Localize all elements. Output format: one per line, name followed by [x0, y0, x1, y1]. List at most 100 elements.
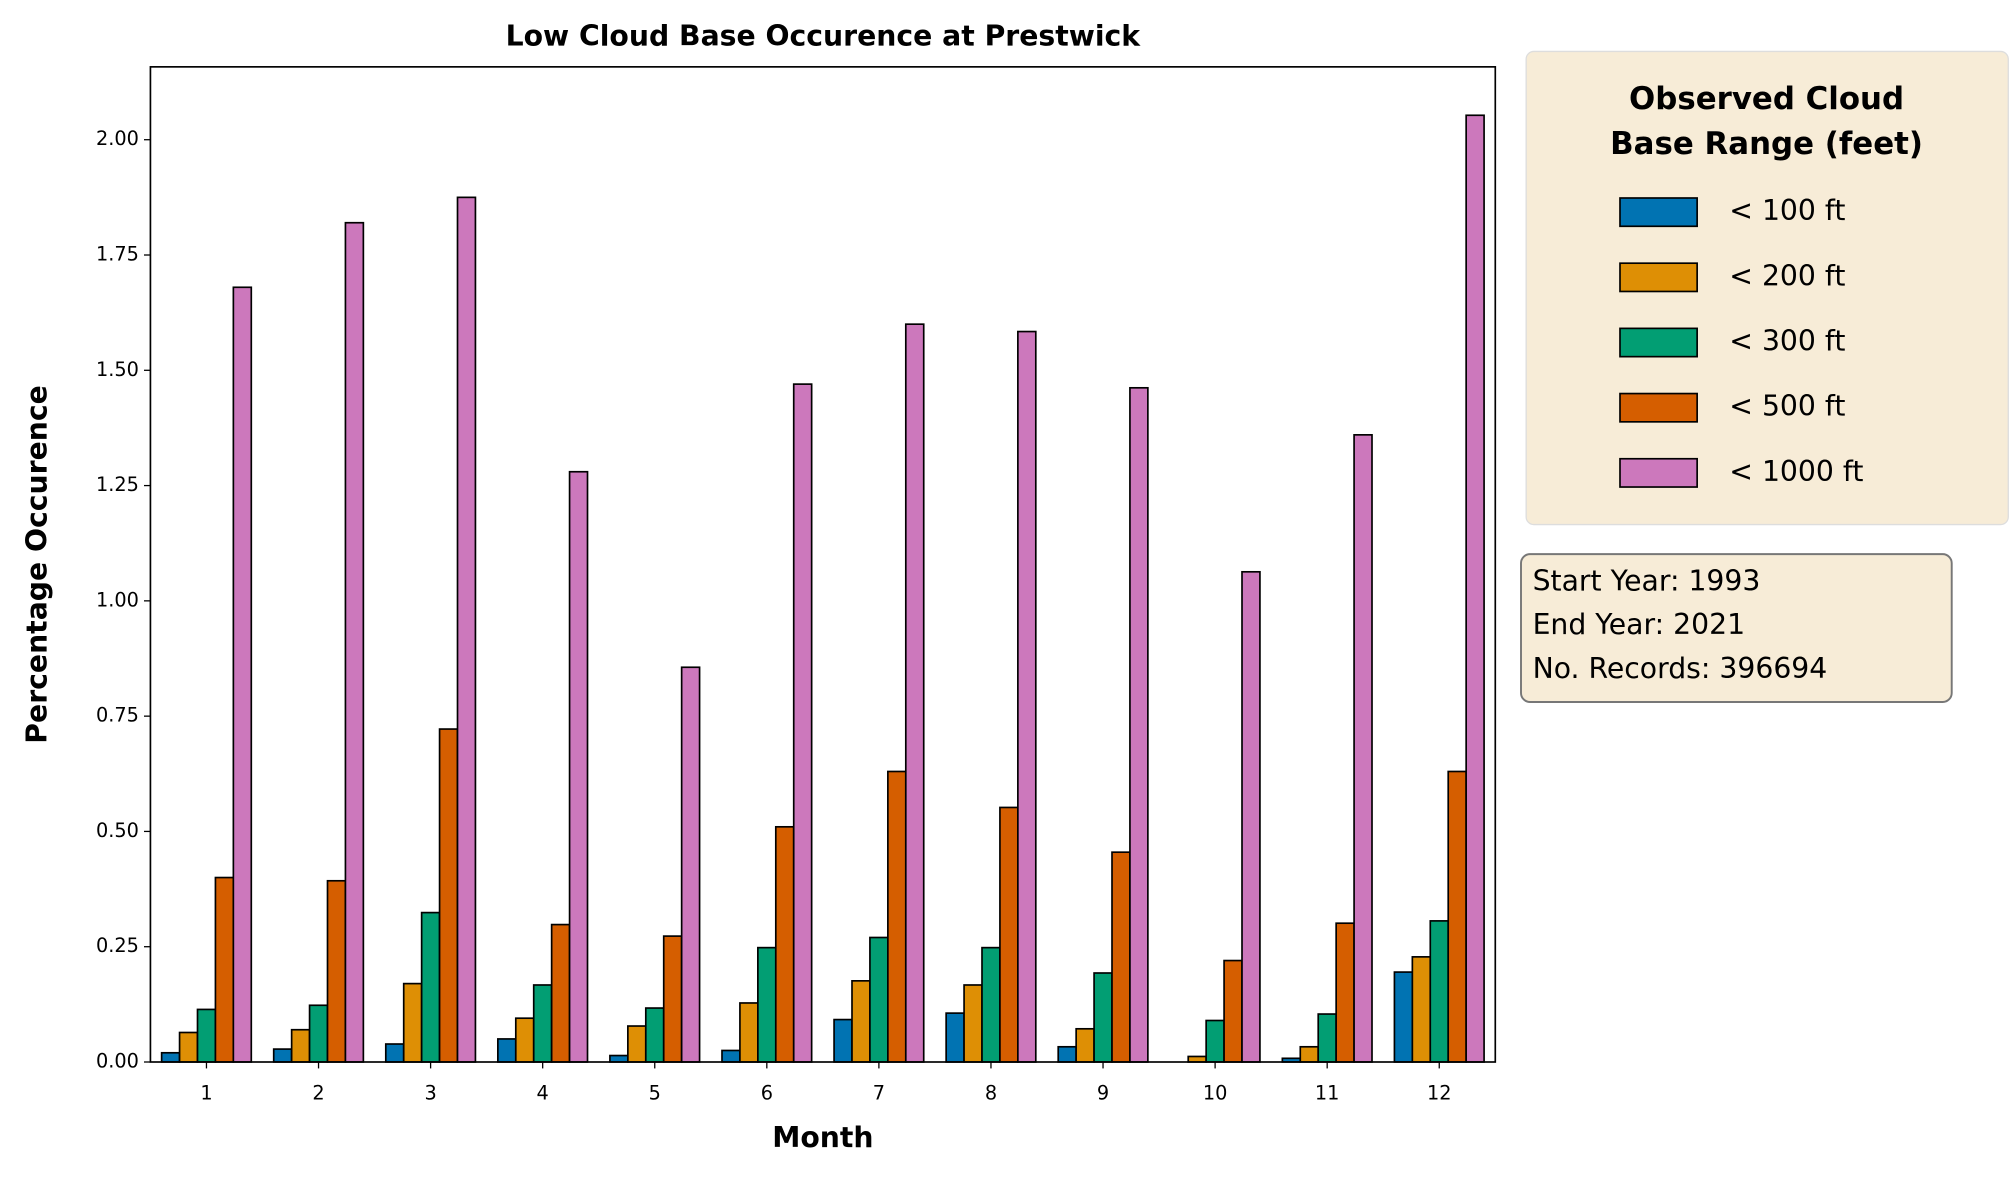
y-tick-label: 0.50	[96, 819, 139, 842]
bar	[644, 1007, 665, 1063]
bar	[774, 825, 795, 1063]
x-tick-label: 3	[424, 1082, 436, 1105]
legend-label: < 500 ft	[1729, 390, 1845, 423]
y-tick-label: 1.50	[96, 358, 139, 381]
chart-title: Low Cloud Base Occurence at Prestwick	[506, 19, 1142, 52]
bar	[1447, 770, 1467, 1063]
bar	[662, 935, 683, 1063]
bar	[456, 196, 477, 1063]
bar	[1129, 386, 1149, 1063]
bar	[497, 1038, 517, 1063]
bar	[344, 221, 365, 1063]
bar	[904, 323, 925, 1063]
bar	[887, 770, 907, 1063]
bar	[1393, 971, 1414, 1063]
annotation: End Year: 2021	[1533, 608, 1746, 641]
bar	[869, 936, 889, 1063]
x-axis-label: Month	[772, 1121, 873, 1154]
x-tick-label: 10	[1203, 1082, 1228, 1105]
x-tick-label: 12	[1427, 1082, 1452, 1105]
bar	[1111, 851, 1131, 1063]
x-tick-label: 8	[985, 1082, 997, 1105]
bar	[833, 1018, 853, 1063]
x-tick-label: 5	[649, 1082, 661, 1105]
x-tick-label: 7	[873, 1082, 885, 1105]
y-tick-label: 1.25	[96, 473, 139, 496]
bar	[1205, 1019, 1225, 1063]
legend-label: < 100 ft	[1729, 194, 1845, 227]
bar	[438, 728, 459, 1063]
y-tick-label: 0.75	[96, 704, 139, 727]
bar	[609, 1054, 629, 1063]
bar	[999, 806, 1019, 1063]
x-tick-label: 4	[537, 1082, 549, 1105]
x-tick-label: 11	[1315, 1082, 1340, 1105]
legend-swatch	[1619, 392, 1698, 423]
x-tick-label: 9	[1097, 1082, 1109, 1105]
bar	[532, 984, 553, 1063]
bar	[1093, 972, 1113, 1063]
bar	[384, 1043, 405, 1063]
bar	[945, 1012, 965, 1063]
y-tick-label: 0.00	[96, 1050, 139, 1073]
x-tick-label: 6	[761, 1082, 773, 1105]
plot-frame	[149, 66, 1497, 1063]
legend-title: Observed Cloud	[1629, 81, 1904, 117]
bar	[1075, 1027, 1095, 1063]
bar	[1411, 956, 1432, 1063]
bar	[721, 1049, 741, 1063]
bar	[420, 911, 441, 1063]
bar	[1335, 922, 1355, 1063]
legend-title: Base Range (feet)	[1610, 126, 1923, 162]
bar	[402, 982, 423, 1063]
legend-swatch	[1619, 197, 1698, 228]
legend-label: < 200 ft	[1729, 259, 1845, 292]
y-tick-label: 1.00	[96, 588, 139, 611]
bar	[1017, 330, 1037, 1063]
bar	[232, 286, 253, 1063]
bar	[792, 383, 813, 1063]
bar	[1057, 1045, 1077, 1063]
bar	[308, 1004, 329, 1063]
legend-swatch	[1619, 457, 1698, 488]
bar	[1429, 920, 1450, 1063]
legend-swatch	[1619, 327, 1698, 358]
bar	[272, 1048, 293, 1063]
y-tick-label: 0.25	[96, 934, 139, 957]
bar	[178, 1031, 199, 1063]
annotation: No. Records: 396694	[1533, 652, 1828, 685]
bar	[963, 984, 983, 1063]
x-tick-label: 2	[312, 1082, 324, 1105]
bar	[680, 666, 701, 1063]
legend-label: < 300 ft	[1729, 325, 1845, 358]
y-tick-label: 1.75	[96, 243, 139, 266]
legend-label: < 1000 ft	[1729, 455, 1863, 488]
bar	[851, 980, 871, 1063]
x-tick-label: 1	[200, 1082, 212, 1105]
bar	[1223, 959, 1243, 1063]
bar	[1465, 114, 1485, 1063]
bar	[160, 1051, 181, 1063]
bar	[290, 1028, 311, 1063]
bar	[739, 1002, 759, 1063]
bar	[326, 879, 347, 1063]
bar	[1299, 1045, 1320, 1063]
bar	[196, 1008, 217, 1063]
bar	[514, 1017, 535, 1063]
y-tick-label: 2.00	[96, 127, 139, 150]
bar	[214, 876, 235, 1063]
bar	[1353, 434, 1373, 1063]
bar	[627, 1025, 647, 1063]
legend-swatch	[1619, 262, 1698, 293]
bar	[568, 470, 589, 1063]
annotation: Start Year: 1993	[1533, 564, 1761, 597]
info-box	[1520, 553, 1953, 703]
bar	[757, 946, 777, 1063]
bar	[981, 946, 1001, 1063]
bar	[550, 923, 571, 1063]
bar	[1317, 1013, 1337, 1063]
bar	[1241, 570, 1261, 1063]
y-axis-label: Percentage Occurence	[21, 385, 54, 744]
